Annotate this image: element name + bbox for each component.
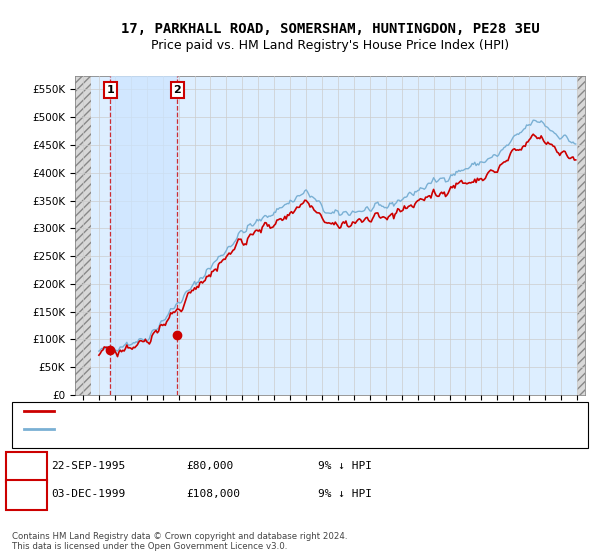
Text: 9% ↓ HPI: 9% ↓ HPI [318,489,372,500]
Text: £80,000: £80,000 [186,461,233,472]
Text: £108,000: £108,000 [186,489,240,500]
Text: 03-DEC-1999: 03-DEC-1999 [51,489,125,500]
Text: 1: 1 [22,460,31,473]
Bar [110,76,178,395]
Text: HPI: Average price, detached house, Huntingdonshire: HPI: Average price, detached house, Hunt… [63,424,325,434]
Text: 17, PARKHALL ROAD, SOMERSHAM, HUNTINGDON, PE28 3EU (detached house): 17, PARKHALL ROAD, SOMERSHAM, HUNTINGDON… [63,406,451,416]
Text: 2: 2 [22,488,31,501]
Text: 1: 1 [107,85,114,95]
Text: Contains HM Land Registry data © Crown copyright and database right 2024.
This d: Contains HM Land Registry data © Crown c… [12,532,347,552]
Text: 17, PARKHALL ROAD, SOMERSHAM, HUNTINGDON, PE28 3EU: 17, PARKHALL ROAD, SOMERSHAM, HUNTINGDON… [121,22,539,36]
Text: Price paid vs. HM Land Registry's House Price Index (HPI): Price paid vs. HM Land Registry's House … [151,39,509,52]
Text: 2: 2 [173,85,181,95]
Text: 22-SEP-1995: 22-SEP-1995 [51,461,125,472]
Bar [75,76,91,395]
Bar [577,76,585,395]
Text: 9% ↓ HPI: 9% ↓ HPI [318,461,372,472]
